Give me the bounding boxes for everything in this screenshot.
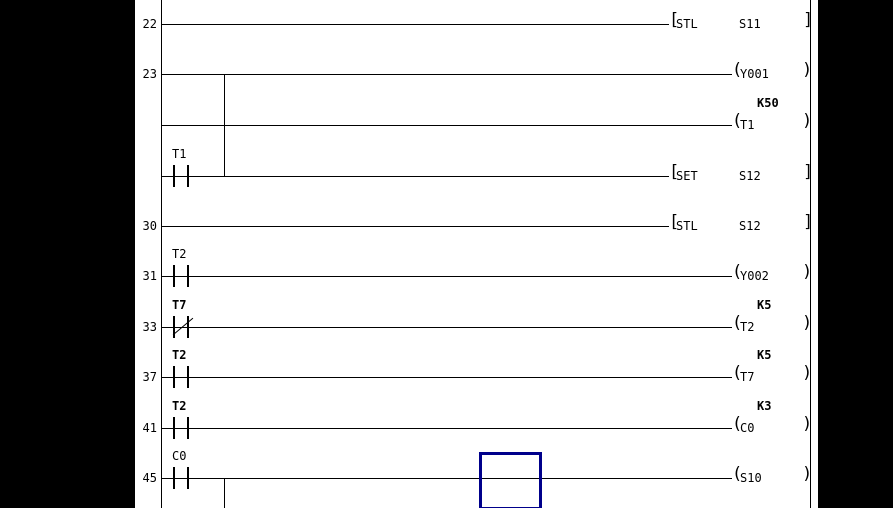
coil-label[interactable]: T2	[740, 320, 755, 334]
rung-wire	[161, 24, 669, 25]
contact-label: T2	[172, 247, 187, 261]
coil-preset-value[interactable]: K3	[757, 399, 772, 413]
coil-open-paren: (	[732, 60, 743, 80]
coil-close-paren: )	[802, 313, 813, 333]
contact-label: T1	[172, 147, 187, 161]
step-number: 31	[142, 269, 157, 283]
right-power-rail	[810, 0, 811, 508]
rung-wire	[161, 125, 732, 126]
coil-open-paren: (	[732, 313, 743, 333]
instruction-operand[interactable]: S12	[739, 169, 761, 183]
instruction-close-bracket: ]	[803, 10, 814, 30]
coil-close-paren: )	[802, 363, 813, 383]
instruction-mnemonic[interactable]: SET	[676, 169, 698, 183]
instruction-close-bracket: ]	[803, 212, 814, 232]
rung-wire	[161, 176, 669, 177]
coil-close-paren: )	[802, 111, 813, 131]
coil-close-paren: )	[802, 60, 813, 80]
branch-rung-23	[224, 74, 225, 177]
coil-label[interactable]: T7	[740, 370, 755, 384]
coil-close-paren: )	[802, 464, 813, 484]
step-number: 23	[142, 67, 157, 81]
cell-cursor[interactable]	[479, 452, 542, 508]
contact-label: T2	[172, 348, 187, 362]
rung-wire	[161, 276, 732, 277]
coil-open-paren: (	[732, 111, 743, 131]
contact-label: T7	[172, 298, 187, 312]
rung-wire	[161, 478, 732, 479]
contact-label: C0	[172, 449, 187, 463]
coil-preset-value[interactable]: K5	[757, 348, 772, 362]
instruction-mnemonic[interactable]: STL	[676, 219, 698, 233]
step-number: 41	[142, 421, 157, 435]
step-number: 37	[142, 370, 157, 384]
instruction-open-bracket: [	[669, 10, 680, 30]
instruction-open-bracket: [	[669, 212, 680, 232]
coil-close-paren: )	[802, 414, 813, 434]
coil-label[interactable]: S10	[740, 471, 762, 485]
instruction-close-bracket: ]	[803, 162, 814, 182]
rung-wire	[161, 428, 732, 429]
instruction-operand[interactable]: S12	[739, 219, 761, 233]
rung-wire	[161, 327, 732, 328]
step-number: 22	[142, 17, 157, 31]
coil-label[interactable]: T1	[740, 118, 755, 132]
branch-rung-45	[224, 478, 225, 508]
step-number: 30	[142, 219, 157, 233]
coil-close-paren: )	[802, 262, 813, 282]
coil-preset-value[interactable]: K50	[757, 96, 779, 110]
coil-open-paren: (	[732, 363, 743, 383]
coil-open-paren: (	[732, 262, 743, 282]
rung-wire	[161, 74, 732, 75]
instruction-mnemonic[interactable]: STL	[676, 17, 698, 31]
step-number: 45	[142, 471, 157, 485]
ladder-diagram-canvas[interactable]: 22[STL S11] 23(Y001)(T1) K50 T1[SET S12] 30[ST…	[135, 0, 818, 508]
left-power-rail	[161, 0, 162, 508]
coil-open-paren: (	[732, 464, 743, 484]
coil-preset-value[interactable]: K5	[757, 298, 772, 312]
instruction-open-bracket: [	[669, 162, 680, 182]
instruction-operand[interactable]: S11	[739, 17, 761, 31]
rung-wire	[161, 377, 732, 378]
step-number: 33	[142, 320, 157, 334]
contact-label: T2	[172, 399, 187, 413]
coil-label[interactable]: Y002	[740, 269, 769, 283]
rung-wire	[161, 226, 669, 227]
coil-label[interactable]: Y001	[740, 67, 769, 81]
coil-open-paren: (	[732, 414, 743, 434]
coil-label[interactable]: C0	[740, 421, 755, 435]
